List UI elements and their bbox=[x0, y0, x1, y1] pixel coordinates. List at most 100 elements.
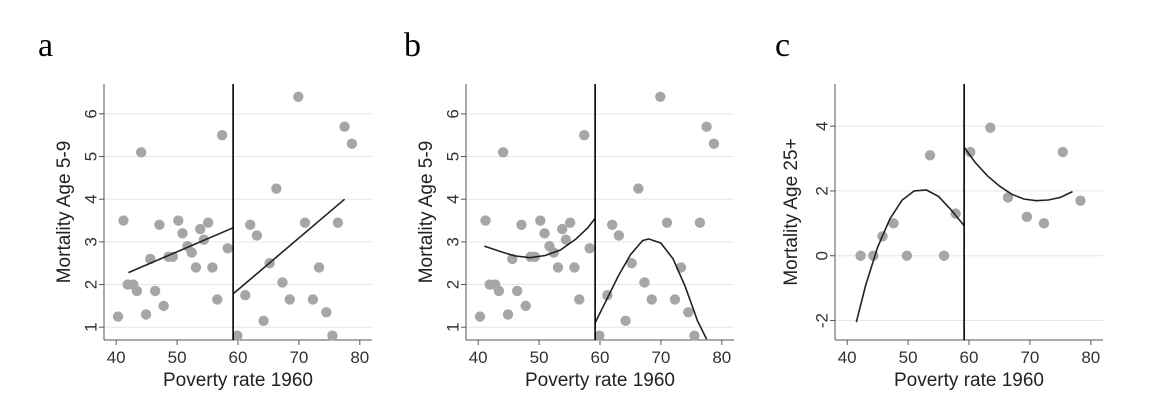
data-point bbox=[606, 219, 618, 230]
data-point bbox=[701, 121, 712, 132]
data-point bbox=[332, 217, 344, 228]
data-point bbox=[938, 250, 950, 261]
data-point bbox=[277, 277, 288, 288]
data-point bbox=[135, 147, 147, 158]
y-tick-label: 4 bbox=[81, 194, 100, 203]
data-point bbox=[190, 262, 202, 273]
data-point bbox=[284, 294, 295, 305]
fit-line-right bbox=[594, 238, 708, 340]
data-point bbox=[1038, 218, 1050, 229]
x-tick-label: 60 bbox=[960, 348, 979, 367]
data-point bbox=[173, 215, 184, 226]
data-point bbox=[502, 309, 514, 320]
data-point bbox=[613, 230, 625, 241]
y-axis-label: Mortality Age 25+ bbox=[781, 138, 802, 285]
y-tick-label: 4 bbox=[443, 194, 462, 203]
data-point bbox=[584, 243, 595, 254]
data-point bbox=[661, 217, 673, 228]
data-point bbox=[497, 147, 509, 158]
y-tick-label: 2 bbox=[812, 186, 831, 195]
data-point bbox=[195, 223, 206, 235]
data-point bbox=[888, 218, 899, 229]
data-point bbox=[339, 121, 350, 132]
x-tick-label: 60 bbox=[229, 348, 248, 367]
data-point bbox=[158, 300, 169, 312]
data-point bbox=[569, 262, 580, 273]
fit-line-left bbox=[855, 189, 965, 323]
y-tick-label: 3 bbox=[443, 237, 462, 246]
y-tick-label: 5 bbox=[81, 152, 100, 161]
y-tick-label: 1 bbox=[443, 322, 462, 331]
data-point bbox=[244, 219, 256, 230]
data-point bbox=[474, 311, 486, 322]
data-point bbox=[154, 219, 165, 230]
data-point bbox=[626, 258, 637, 269]
x-tick-label: 40 bbox=[107, 348, 126, 367]
x-axis-label: Poverty rate 1960 bbox=[525, 370, 675, 391]
data-point bbox=[683, 307, 694, 318]
data-point bbox=[216, 130, 228, 141]
data-point bbox=[965, 146, 976, 158]
data-point bbox=[149, 285, 161, 297]
x-axis-label: Poverty rate 1960 bbox=[163, 370, 313, 391]
data-point bbox=[299, 217, 311, 228]
data-point bbox=[578, 130, 590, 141]
data-point bbox=[207, 262, 218, 273]
data-point bbox=[694, 217, 706, 228]
data-point bbox=[480, 215, 491, 226]
x-tick-label: 50 bbox=[530, 348, 549, 367]
data-point bbox=[140, 309, 152, 320]
x-tick-label: 80 bbox=[350, 348, 369, 367]
data-point bbox=[1075, 195, 1086, 206]
data-point bbox=[708, 138, 720, 149]
data-point bbox=[177, 228, 188, 239]
data-point bbox=[258, 315, 269, 326]
x-tick-label: 50 bbox=[899, 348, 918, 367]
data-point bbox=[564, 217, 576, 228]
panel-letter: c bbox=[775, 27, 790, 64]
data-point bbox=[202, 217, 214, 228]
data-point bbox=[689, 330, 700, 341]
x-tick-label: 70 bbox=[1020, 348, 1039, 367]
y-tick-label: 5 bbox=[443, 152, 462, 161]
data-point bbox=[307, 294, 319, 305]
data-point bbox=[240, 290, 251, 301]
y-tick-label: 1 bbox=[81, 322, 100, 331]
data-point bbox=[293, 91, 304, 103]
data-point bbox=[1002, 192, 1014, 203]
x-tick-label: 40 bbox=[838, 348, 857, 367]
data-point bbox=[1021, 211, 1033, 223]
data-point bbox=[924, 150, 936, 161]
panel-b: b 1 2 3 4 5 6 40 50 60 70 80 Poverty rate 1960 Mortal… bbox=[404, 27, 734, 391]
data-point bbox=[557, 223, 568, 235]
y-tick-label: 2 bbox=[443, 280, 462, 289]
data-point bbox=[560, 234, 572, 245]
data-point bbox=[633, 183, 644, 194]
data-point bbox=[131, 285, 143, 297]
data-point bbox=[346, 138, 358, 149]
fit-line-left bbox=[128, 227, 234, 274]
fit-line-right bbox=[963, 146, 1073, 202]
data-point bbox=[493, 285, 505, 297]
data-point bbox=[186, 247, 197, 258]
data-point bbox=[251, 230, 263, 241]
data-point bbox=[655, 91, 666, 103]
x-tick-label: 70 bbox=[651, 348, 670, 367]
panel-a: a 1 2 3 4 5 6 40 50 60 70 80 Poverty rate 1960 Mortal… bbox=[38, 27, 372, 391]
data-point bbox=[118, 215, 129, 226]
data-point bbox=[646, 294, 657, 305]
data-point bbox=[574, 294, 585, 305]
data-point bbox=[321, 307, 332, 318]
data-point bbox=[855, 250, 866, 261]
y-tick-label: -2 bbox=[812, 313, 831, 328]
y-tick-label: 0 bbox=[812, 251, 831, 260]
data-point bbox=[535, 215, 546, 226]
data-point bbox=[985, 122, 996, 133]
data-point bbox=[669, 294, 681, 305]
x-tick-label: 60 bbox=[591, 348, 610, 367]
data-point bbox=[232, 330, 243, 341]
data-point bbox=[271, 183, 282, 194]
data-point bbox=[327, 330, 338, 341]
y-tick-label: 6 bbox=[81, 109, 100, 118]
